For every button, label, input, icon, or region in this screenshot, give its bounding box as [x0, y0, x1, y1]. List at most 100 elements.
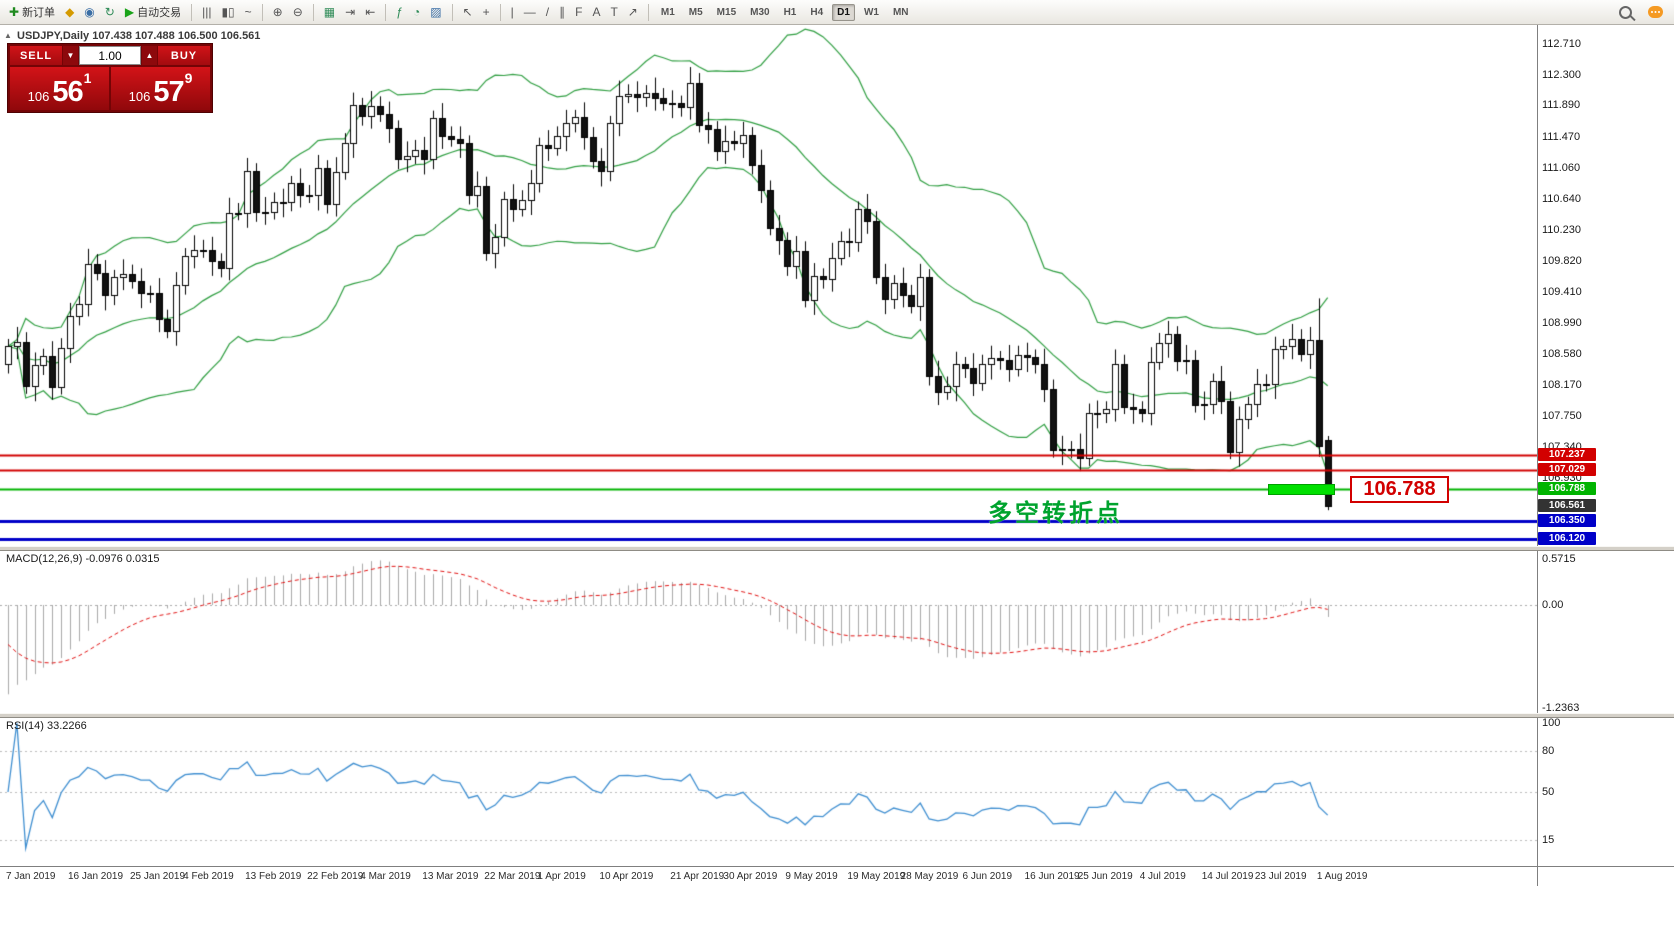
vertical-line-button[interactable]: | — [507, 2, 518, 22]
periods-button[interactable]: ◔ — [409, 2, 424, 22]
macd-axis-label: -1.2363 — [1542, 701, 1580, 714]
candlestick-chart-icon: ▮▯ — [221, 5, 235, 19]
timeframe-h4-button[interactable]: H4 — [805, 4, 828, 21]
zoom-in-icon: ⊕ — [272, 5, 283, 19]
autotrading-button[interactable]: ▶ 自动交易 — [121, 2, 185, 22]
price-axis-label: 111.470 — [1542, 130, 1581, 143]
search-icon[interactable] — [1619, 5, 1632, 19]
arrows-button[interactable]: ↗ — [624, 2, 642, 22]
buy-price-button[interactable]: 106 57 9 — [111, 67, 210, 110]
price-axis-label: 112.710 — [1542, 37, 1581, 50]
macd-panel-canvas[interactable] — [0, 551, 1537, 713]
text-button[interactable]: A — [588, 2, 604, 22]
refresh-button[interactable]: ↻ — [101, 2, 119, 22]
date-label: 1 Apr 2019 — [537, 871, 586, 882]
toolbar-separator — [385, 3, 387, 21]
date-label: 6 Jun 2019 — [962, 871, 1013, 882]
date-label: 7 Jan 2019 — [6, 871, 56, 882]
date-label: 21 Apr 2019 — [670, 871, 725, 882]
price-axis-label: 110.230 — [1542, 224, 1581, 237]
date-label: 19 May 2019 — [847, 871, 906, 882]
cursor-icon: ↖ — [462, 5, 473, 19]
timeframe-w1-button[interactable]: W1 — [859, 4, 884, 21]
templates-button[interactable]: ▨ — [426, 2, 445, 22]
auto-scroll-button[interactable]: ⇥ — [341, 2, 359, 22]
bar-chart-button[interactable]: ||| — [198, 2, 215, 22]
sell-price-point: 1 — [83, 70, 92, 86]
sell-button[interactable]: SELL — [10, 46, 62, 65]
date-label: 16 Jan 2019 — [67, 871, 124, 882]
date-label: 28 May 2019 — [900, 871, 959, 882]
volume-input[interactable] — [79, 46, 141, 65]
toolbar: ✚ 新订单 ◆ ◉ ↻ ▶ 自动交易 ||| ▮▯ ~ ⊕ ⊖ ▦ ⇥ ⇤ ƒ ◔ ▨ ↖ + | — / ∥ F A T ↗ M1 M5… — [0, 0, 1674, 25]
arrows-icon: ↗ — [627, 5, 638, 19]
price-axis-label: 110.640 — [1542, 193, 1581, 206]
date-label: 9 May 2019 — [785, 871, 838, 882]
timeframe-m1-button[interactable]: M1 — [656, 4, 680, 21]
price-tag: 106.561 — [1538, 498, 1596, 512]
crosshair-button[interactable]: + — [479, 2, 494, 22]
zoom-out-button[interactable]: ⊖ — [289, 2, 307, 22]
sell-price-button[interactable]: 106 56 1 — [10, 67, 109, 110]
channel-button[interactable]: ∥ — [555, 2, 569, 22]
panel-divider[interactable] — [0, 546, 1674, 551]
new-order-button[interactable]: ✚ 新订单 — [5, 2, 59, 22]
candlestick-chart-button[interactable]: ▮▯ — [217, 2, 238, 22]
profiles-button[interactable]: ◆ — [61, 2, 78, 22]
line-chart-button[interactable]: ~ — [241, 2, 256, 22]
timeframe-m5-button[interactable]: M5 — [684, 4, 708, 21]
sell-price-pips: 56 — [52, 76, 83, 108]
date-label: 13 Mar 2019 — [422, 871, 479, 882]
price-tag: 107.029 — [1538, 463, 1596, 477]
toolbar-separator — [499, 3, 501, 21]
price-tag: 106.120 — [1538, 531, 1596, 545]
panel-divider[interactable] — [0, 713, 1674, 718]
cursor-button[interactable]: ↖ — [459, 2, 477, 22]
date-axis[interactable]: 7 Jan 2019 16 Jan 2019 25 Jan 2019 4 Feb 20… — [0, 868, 1674, 886]
chart-shift-button[interactable]: ⇤ — [361, 2, 379, 22]
text-label-button[interactable]: T — [606, 2, 621, 22]
timeframe-h1-button[interactable]: H1 — [779, 4, 802, 21]
date-label: 14 Jul 2019 — [1201, 871, 1254, 882]
fibonacci-button[interactable]: F — [571, 2, 586, 22]
new-order-icon: ✚ — [9, 5, 20, 19]
tile-windows-button[interactable]: ▦ — [320, 2, 339, 22]
timeframe-m15-button[interactable]: M15 — [712, 4, 741, 21]
buy-price-figure: 106 — [128, 89, 151, 104]
buy-button[interactable]: BUY — [158, 46, 210, 65]
price-axis-label: 112.300 — [1542, 68, 1581, 81]
date-label: 22 Mar 2019 — [484, 871, 541, 882]
rsi-panel-canvas[interactable] — [0, 718, 1537, 866]
annotation-text[interactable]: 多空转折点 — [988, 500, 1123, 527]
fibonacci-icon: F — [575, 5, 583, 19]
market-watch-button[interactable]: ◉ — [80, 2, 98, 22]
rsi-axis-label: 100 — [1542, 717, 1561, 729]
date-label: 1 Aug 2019 — [1316, 871, 1368, 882]
zoom-in-button[interactable]: ⊕ — [269, 2, 287, 22]
price-axis-label: 111.890 — [1542, 99, 1581, 112]
macd-label: MACD(12,26,9) -0.0976 0.0315 — [6, 553, 160, 565]
price-alert-label[interactable]: 106.788 — [1350, 475, 1449, 503]
date-label: 13 Feb 2019 — [245, 871, 302, 882]
rsi-axis-label: 50 — [1542, 786, 1555, 798]
indicators-button[interactable]: ƒ — [392, 2, 407, 22]
price-chart-canvas[interactable] — [0, 26, 1537, 546]
timeframe-m30-button[interactable]: M30 — [745, 4, 774, 21]
timeframe-d1-button[interactable]: D1 — [832, 3, 855, 21]
trendline-icon: / — [545, 5, 550, 19]
one-click-toggle-icon[interactable]: ▲ — [4, 31, 12, 40]
trendline-button[interactable]: / — [542, 2, 553, 22]
buy-price-point: 9 — [184, 70, 193, 86]
volume-increase-button[interactable]: ▲ — [142, 46, 157, 65]
price-axis-label: 111.060 — [1542, 161, 1581, 174]
toolbar-separator — [647, 3, 649, 21]
timeframe-mn-button[interactable]: MN — [888, 4, 914, 21]
tile-windows-icon: ▦ — [323, 5, 336, 19]
sell-price-figure: 106 — [27, 89, 50, 104]
support-highlight-bar[interactable] — [1268, 483, 1335, 495]
horizontal-line-button[interactable]: — — [520, 2, 540, 22]
volume-decrease-button[interactable]: ▼ — [63, 46, 78, 65]
chat-icon[interactable] — [1648, 6, 1663, 18]
buy-price-pips: 57 — [153, 76, 184, 108]
